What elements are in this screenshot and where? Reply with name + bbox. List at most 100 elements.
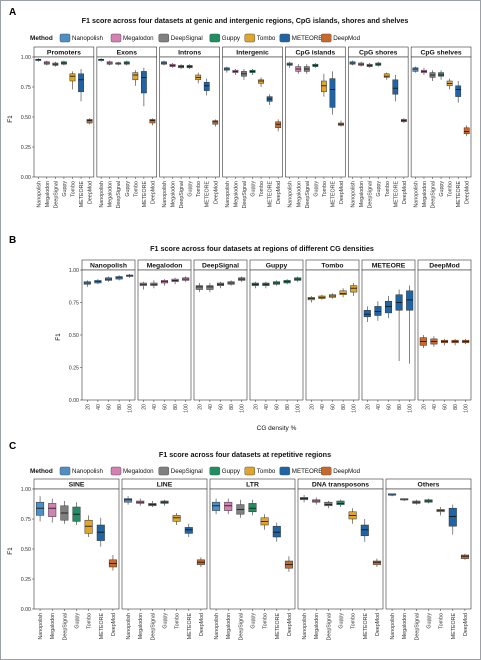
panel-a-plot: 0.00 0.25 0.50 0.75 1.00 F1 Promoters Nanopolis… xyxy=(7,46,472,208)
x-tick-label: Nanopolish xyxy=(390,613,396,640)
facet-label: Tombo xyxy=(321,263,343,270)
legend-label: DeepSignal xyxy=(171,468,203,475)
facet-frame xyxy=(96,56,158,178)
box-body xyxy=(203,81,210,91)
x-tick-label: 60 xyxy=(107,404,113,410)
box-body xyxy=(212,501,221,511)
x-tick-label: METEORE xyxy=(330,181,336,208)
legend-label: METEORE xyxy=(292,468,323,475)
legend-swatch xyxy=(110,466,122,476)
x-tick-label: DeepSignal xyxy=(414,613,420,640)
facet-frame xyxy=(385,488,472,610)
facet-label: DNA transposons xyxy=(312,482,369,489)
facet-frame xyxy=(121,488,208,610)
x-tick-label: 100 xyxy=(408,404,414,413)
x-tick-label: 40 xyxy=(320,404,326,410)
y-tick-label: 0.00 xyxy=(21,175,31,181)
facet-label: DeepSignal xyxy=(202,263,239,270)
legend-swatch xyxy=(158,466,170,476)
x-tick-label: METEORE xyxy=(79,181,85,208)
legend-c: Method Nanopolish Megalodon DeepSignal Guppy… xyxy=(30,466,361,476)
x-tick-label: DeepSignal xyxy=(62,613,68,640)
x-tick-label: 40 xyxy=(264,404,270,410)
facet-frame xyxy=(193,269,248,401)
x-tick-label: Nanopolish xyxy=(288,181,294,208)
x-tick-label: DeepMod xyxy=(88,181,94,204)
facet-label: CpG shelves xyxy=(420,50,461,57)
box-body xyxy=(360,524,369,537)
box-body xyxy=(124,498,133,503)
panel-a-title: F1 score across four datasets at genic a… xyxy=(82,16,409,25)
x-tick-label: Tombo xyxy=(70,181,76,197)
box-body xyxy=(321,80,327,93)
legend-swatch xyxy=(244,33,256,43)
x-tick-label: DeepSignal xyxy=(431,181,437,208)
panel-b-title: F1 score across four datasets at regions… xyxy=(150,244,374,253)
box-body xyxy=(84,519,93,534)
facet-label: Others xyxy=(418,482,440,489)
x-tick-label: Nanopolish xyxy=(225,181,231,208)
x-tick-label: METEORE xyxy=(268,181,274,208)
x-axis-label: CG density % xyxy=(257,425,297,432)
box-body xyxy=(372,560,381,565)
x-tick-label: 60 xyxy=(219,404,225,410)
y-tick-label: 0.75 xyxy=(69,301,79,307)
box-body xyxy=(258,79,264,84)
x-tick-label: 100 xyxy=(240,404,246,413)
box-body xyxy=(455,85,462,97)
x-tick-label: DeepMod xyxy=(402,181,408,204)
x-tick-label: 40 xyxy=(432,404,438,410)
facet-frame xyxy=(81,269,136,401)
facet-frame xyxy=(361,269,416,401)
box-body xyxy=(392,79,399,95)
box-body xyxy=(406,290,414,311)
x-tick-label: Nanopolish xyxy=(302,613,308,640)
x-tick-label: 80 xyxy=(229,404,235,410)
x-tick-label: DeepMod xyxy=(150,181,156,204)
box-body xyxy=(336,500,345,505)
x-tick-label: METEORE xyxy=(363,613,369,640)
legend-swatch xyxy=(279,33,291,43)
x-tick-label: 60 xyxy=(331,404,337,410)
x-tick-label: Tombo xyxy=(87,613,93,629)
legend-a: Method Nanopolish Megalodon DeepSignal Guppy… xyxy=(30,33,361,43)
box-body xyxy=(36,501,45,516)
y-tick-label: 0.25 xyxy=(21,145,31,151)
legend-swatch xyxy=(158,33,170,43)
x-tick-label: Megalodon xyxy=(296,181,302,207)
x-tick-label: Guppy xyxy=(251,613,257,629)
x-tick-label: 80 xyxy=(453,404,459,410)
x-tick-label: Tombo xyxy=(385,181,391,197)
x-tick-label: METEORE xyxy=(275,613,281,640)
legend-swatch xyxy=(59,466,71,476)
x-tick-label: DeepMod xyxy=(213,181,219,204)
legend-swatch xyxy=(279,466,291,476)
x-tick-label: Guppy xyxy=(427,613,433,629)
box-body xyxy=(132,72,139,81)
x-tick-label: Megalodon xyxy=(422,181,428,207)
legend-swatch xyxy=(320,466,332,476)
y-tick-label: 1.00 xyxy=(21,487,31,493)
x-tick-label: Tombo xyxy=(351,613,357,629)
facet-label: METEORE xyxy=(372,263,406,270)
x-tick-label: Megalodon xyxy=(50,613,56,639)
facet-label: Introns xyxy=(178,50,201,57)
legend-swatch xyxy=(320,33,332,43)
box-body xyxy=(384,300,393,314)
facet-frame xyxy=(222,56,283,178)
facet-frame xyxy=(417,269,472,401)
y-tick-label: 1.00 xyxy=(21,55,31,61)
legend-title: Method xyxy=(30,35,53,42)
x-tick-label: DeepSignal xyxy=(242,181,248,208)
x-tick-label: Tombo xyxy=(259,181,265,197)
y-tick-label: 0.00 xyxy=(69,398,79,404)
x-tick-label: 80 xyxy=(397,404,403,410)
facet-frame xyxy=(347,56,409,178)
facet-frame xyxy=(137,269,192,401)
x-tick-label: Megalodon xyxy=(314,613,320,639)
box-body xyxy=(463,127,470,135)
x-tick-label: Megalodon xyxy=(402,613,408,639)
x-tick-label: Nanopolish xyxy=(413,181,419,208)
x-tick-label: DeepSignal xyxy=(305,181,311,208)
facet-label: Nanopolish xyxy=(90,263,127,270)
